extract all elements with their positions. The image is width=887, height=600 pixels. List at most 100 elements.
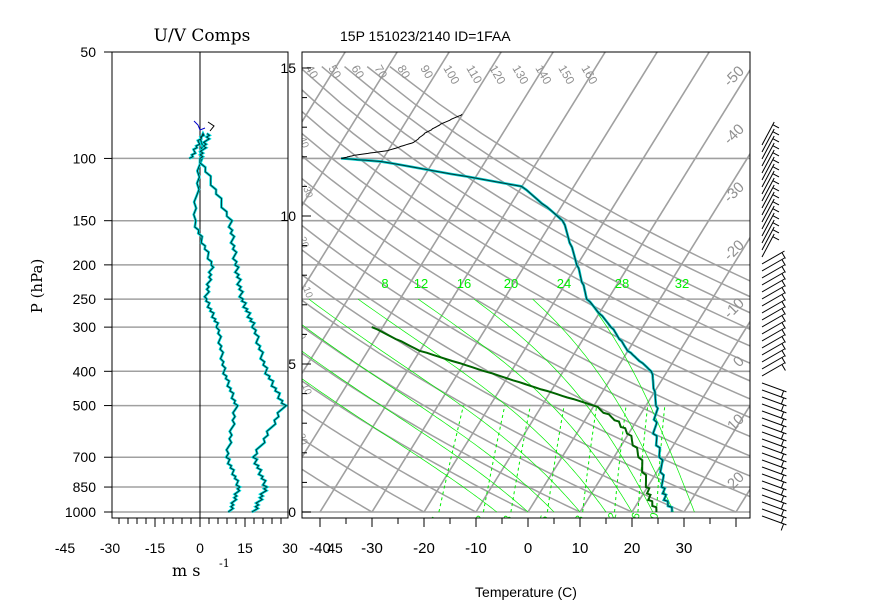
wind-barb [761, 292, 786, 307]
wind-barb [761, 494, 787, 510]
theta-e-label: -40 [295, 132, 310, 150]
dry-adiabat [302, 68, 750, 347]
wind-barb [761, 121, 780, 146]
wind-barb [761, 515, 787, 531]
wind-barb [761, 355, 786, 370]
wind-barb [761, 184, 780, 209]
moist-adiabats [302, 298, 695, 513]
wind-barb [761, 508, 787, 524]
uv-pressure-tick-labels: 50 100 150 200 250 300 400 500 700 850 1000 [65, 44, 112, 520]
isotherm-label: -20 [720, 237, 747, 264]
dry-adiabat [302, 177, 750, 438]
mixing-ratio-labels: 812162024283212358121620 [381, 276, 689, 527]
dry-adiabat [366, 66, 750, 298]
height-label-0: 0 [288, 504, 296, 520]
mixing-ratio-end-label: 3 [501, 514, 514, 524]
isotherm [527, 152, 750, 513]
wind-barb [761, 320, 786, 335]
dry-adiabat [302, 325, 633, 513]
theta-e-label: 10 [299, 382, 313, 397]
moist-adiabat [302, 378, 498, 513]
theta-label-140: 140 [532, 63, 554, 88]
uv-panel: U/V Comps P (hPa) 5010015020025030040050… [28, 26, 343, 580]
moist-adiabat [308, 298, 581, 513]
dry-adiabat [302, 299, 685, 513]
wind-barb [761, 264, 786, 279]
height-label-5: 5 [288, 356, 296, 372]
mixing-ratio-label-12: 12 [414, 276, 428, 291]
isotherm [302, 52, 450, 291]
dry-adiabat [302, 408, 477, 513]
theta-e-label: -20 [295, 232, 310, 250]
v-component-line-core [199, 133, 288, 513]
isotherm-label: 20 [724, 469, 748, 493]
moist-adiabat [302, 324, 555, 513]
wind-barb [761, 362, 786, 377]
isotherm [302, 52, 398, 208]
uv-ptick-label-400: 400 [73, 363, 97, 379]
wind-barb [761, 299, 786, 314]
uv-xlabel: m s [172, 561, 200, 580]
mixing-ratio-label-16: 16 [457, 276, 471, 291]
isotherm [735, 487, 750, 513]
temp-tick-label--40: -40 [309, 540, 331, 557]
uv-speed-ticks: -45 -30 -15 0 15 30 45 [55, 518, 343, 556]
dry-adiabat [302, 273, 737, 513]
uv-ptick-label-150: 150 [73, 213, 97, 229]
u-component-line-core [188, 132, 241, 513]
dry-adiabat [302, 468, 373, 513]
wind-barb [761, 128, 780, 153]
temp-tick-label-10: 10 [572, 540, 589, 557]
wind-barb [761, 142, 780, 167]
mixing-ratio-end-label: 8 [573, 514, 586, 524]
wind-barb [761, 389, 787, 405]
theta-label-40: 40 [302, 63, 321, 82]
mixing-ratio-end-label: 20 [646, 511, 661, 527]
theta-label-100: 100 [440, 63, 462, 88]
isotherm [302, 52, 502, 375]
uv-speed-label--45: -45 [55, 540, 75, 556]
wind-barb [761, 473, 787, 489]
wind-barb [761, 170, 780, 195]
wind-barb [761, 149, 780, 174]
dry-adiabat [302, 248, 750, 498]
isotherm [579, 236, 750, 513]
uv-title: U/V Comps [154, 26, 251, 46]
temp-tick-label-30: 30 [676, 540, 693, 557]
mixing-ratio-line [582, 405, 598, 513]
theta-e-label: 0 [295, 332, 307, 341]
theta-e-label: -30 [299, 182, 314, 200]
skewt-title: 15P 151023/2140 ID=1FAA [340, 28, 511, 44]
theta-e-label: -10 [299, 282, 314, 300]
wind-barb [761, 396, 787, 412]
uv-ptick-label-850: 850 [73, 479, 97, 495]
upper-v-squiggle [193, 120, 206, 131]
wind-barb [761, 177, 780, 202]
wind-barb [761, 257, 786, 272]
isotherm [423, 52, 710, 513]
temp-tick-label--30: -30 [361, 540, 383, 557]
mixing-ratio-end-label: 5 [538, 514, 551, 524]
wind-barb [761, 382, 787, 398]
uv-ptick-label-500: 500 [73, 398, 97, 414]
wind-barb [761, 191, 780, 216]
dry-adiabat [302, 110, 750, 382]
wind-barb [761, 459, 787, 475]
uv-ptick-label-250: 250 [73, 291, 97, 307]
wind-barb [761, 334, 786, 349]
wind-barb [761, 212, 780, 237]
wind-barb [761, 205, 780, 230]
moist-adiabat [586, 298, 695, 513]
mixing-ratio-label-32: 32 [675, 276, 689, 291]
dry-adiabat [302, 154, 750, 419]
wind-barb [761, 348, 786, 363]
wind-barb [761, 403, 787, 419]
u-component-line [188, 130, 243, 514]
isotherm [319, 52, 606, 513]
theta-label-150: 150 [555, 63, 577, 88]
mixing-ratio-line [614, 405, 627, 513]
wind-barb [761, 431, 787, 447]
wind-barb [761, 233, 780, 258]
uv-speed-label--30: -30 [100, 540, 120, 556]
